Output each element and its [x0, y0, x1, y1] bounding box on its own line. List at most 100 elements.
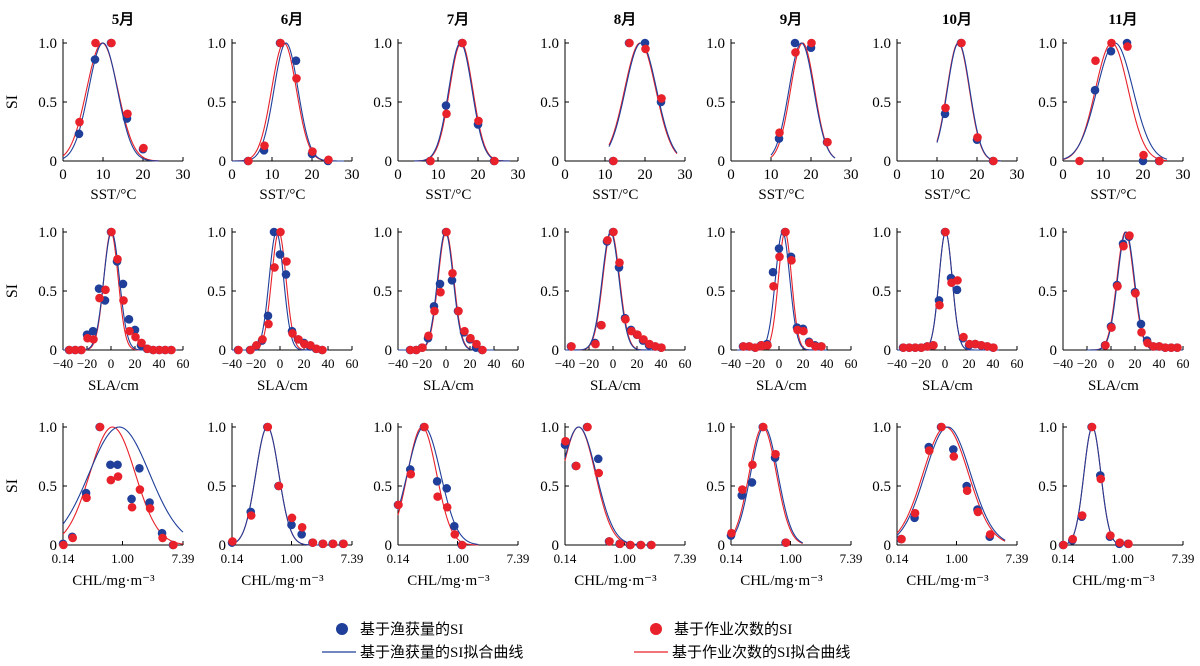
x-tick-label: 0	[108, 356, 115, 371]
y-tick-label: 1.0	[1038, 36, 1057, 52]
blue-point	[135, 464, 144, 473]
panel-chl-3: 0 0.5 1.0 0.14 1.00 7.39 CHL/mg·m⁻³	[540, 420, 696, 589]
y-tick-label: 0	[884, 538, 892, 554]
red-point	[1096, 474, 1106, 484]
x-tick-label: 40	[153, 356, 166, 371]
blue-point	[118, 279, 128, 289]
red-point	[775, 252, 784, 262]
blue-point	[269, 227, 279, 237]
y-tick-label: 0	[1050, 538, 1058, 554]
x-tick-label: 1.00	[779, 551, 802, 566]
red-point	[418, 343, 427, 352]
red-point	[125, 326, 134, 336]
x-tick-label: 20	[129, 356, 142, 371]
blue-point	[774, 244, 784, 253]
x-axis-label: SLA/cm	[590, 378, 641, 394]
red-point	[633, 330, 642, 339]
red-point	[95, 422, 105, 432]
red-point	[137, 338, 146, 348]
month-title: 5月	[112, 11, 135, 28]
red-point	[962, 486, 972, 496]
blue-fit-curve	[62, 42, 160, 162]
x-tick-label: 7.39	[1006, 551, 1029, 566]
red-point	[113, 472, 123, 481]
x-tick-label: 60	[177, 356, 190, 371]
red-point	[959, 332, 968, 342]
red-point	[82, 493, 91, 503]
y-tick-label: 0.5	[540, 95, 559, 111]
y-tick-label: 1.0	[207, 420, 226, 436]
red-point	[609, 156, 618, 166]
blue-point	[747, 478, 757, 487]
red-point	[287, 513, 297, 523]
x-tick-label: −40	[388, 356, 408, 371]
red-point	[1167, 343, 1176, 352]
red-point	[246, 511, 256, 520]
x-axis-label: SLA/cm	[88, 378, 139, 394]
y-tick-label: 0	[385, 343, 393, 359]
x-tick-label: 20	[136, 167, 151, 183]
x-tick-label: 20	[305, 167, 320, 183]
y-tick-label: 0	[718, 538, 726, 554]
x-tick-label: 40	[322, 356, 335, 371]
legend-red-line-label: 基于作业次数的SI拟合曲线	[672, 644, 850, 661]
x-tick-label: 40	[987, 356, 1000, 371]
red-fit-curve	[608, 42, 678, 155]
x-tick-label: 7.39	[674, 551, 697, 566]
blue-point	[106, 460, 115, 470]
y-tick-label: 0.5	[1038, 95, 1057, 111]
y-tick-label: 0.5	[38, 284, 57, 300]
x-tick-label: −40	[887, 356, 907, 371]
y-tick-label: 1.0	[373, 225, 392, 241]
x-tick-label: 1.00	[446, 551, 469, 566]
red-point	[1139, 150, 1148, 160]
red-point	[145, 504, 155, 513]
red-point	[657, 343, 666, 352]
red-point	[1113, 281, 1122, 291]
red-point	[1106, 531, 1115, 540]
red-point	[394, 500, 403, 510]
red-point	[436, 287, 445, 297]
red-point	[294, 335, 303, 344]
red-point	[113, 254, 122, 264]
x-tick-label: −20	[77, 356, 97, 371]
x-tick-label: 40	[655, 356, 668, 371]
red-point	[127, 502, 137, 512]
red-point	[787, 256, 796, 265]
red-point	[318, 539, 328, 549]
red-point	[458, 38, 467, 48]
panel-chl-2: 0 0.5 1.0 0.14 1.00 7.39 CHL/mg·m⁻³	[373, 420, 529, 589]
y-tick-label: 0.5	[872, 284, 891, 300]
red-point	[1131, 289, 1140, 298]
red-point	[823, 137, 832, 147]
x-tick-label: 30	[1176, 167, 1191, 183]
x-tick-label: 0.14	[1052, 551, 1075, 566]
red-point	[472, 339, 481, 349]
panel-sla-3: 0 0.5 1.0 −40 −20 0 20 40 60 SLA/cm	[540, 225, 691, 394]
x-tick-label: 0.14	[387, 551, 410, 566]
x-tick-label: 60	[1011, 356, 1024, 371]
x-tick-label: 0	[561, 167, 569, 183]
blue-fit-curve	[564, 426, 639, 546]
red-point	[328, 539, 338, 549]
y-tick-label: 1.0	[540, 36, 559, 52]
red-point	[77, 345, 86, 355]
red-point	[957, 38, 966, 48]
x-axis-label: SST/°C	[924, 187, 970, 203]
x-tick-label: 20	[1129, 356, 1142, 371]
red-fit-curve	[232, 42, 344, 162]
red-point	[95, 293, 104, 303]
red-point	[155, 345, 164, 355]
blue-point	[447, 276, 457, 285]
red-point	[406, 345, 415, 355]
x-tick-label: 30	[1010, 167, 1025, 183]
y-tick-label: 0.5	[207, 95, 226, 111]
red-point	[426, 156, 435, 166]
x-tick-label: 7.39	[840, 551, 863, 566]
blue-point	[1136, 319, 1146, 329]
red-point	[244, 156, 253, 166]
panel-chl-6: 0 0.5 1.0 0.14 1.00 7.39 CHL/mg·m⁻³	[1038, 420, 1194, 589]
x-tick-label: 30	[176, 167, 191, 183]
y-tick-label: 1.0	[207, 36, 226, 52]
red-point	[739, 342, 748, 351]
